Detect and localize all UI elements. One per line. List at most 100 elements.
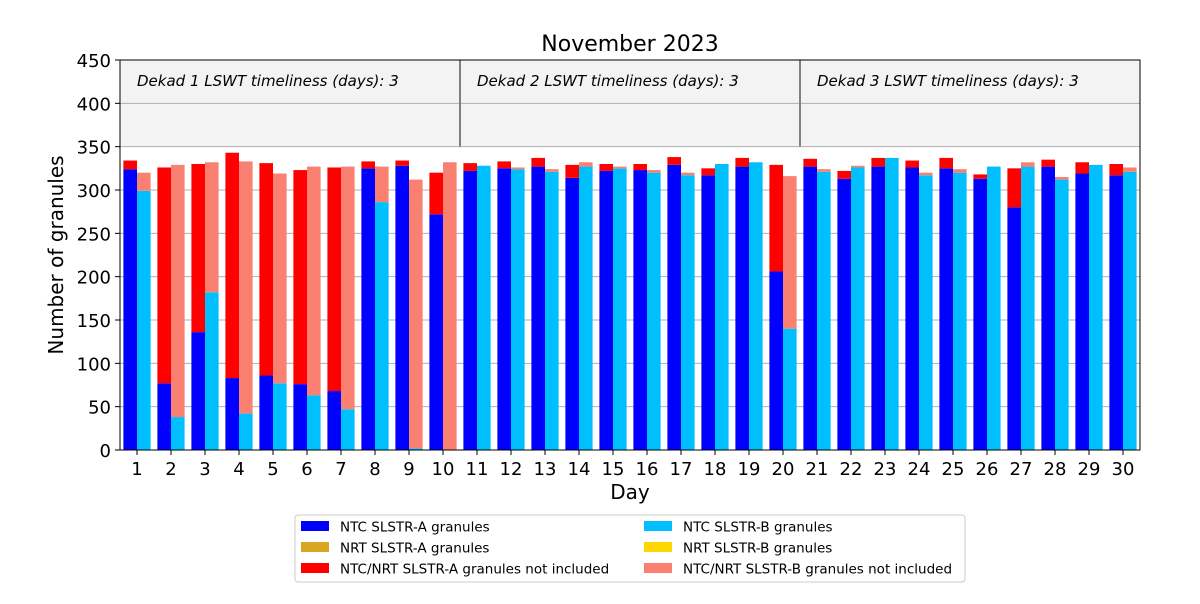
x-tick-label: 16 <box>636 459 659 480</box>
bar-excluded-slstr-a-day-30 <box>1109 164 1123 176</box>
legend-swatch <box>644 563 672 573</box>
bar-ntc-slstr-a-day-15 <box>599 170 613 450</box>
bar-ntc-slstr-a-day-14 <box>565 177 579 450</box>
bar-ntc-slstr-b-day-15 <box>613 168 627 451</box>
bar-excluded-slstr-a-day-3 <box>191 164 205 333</box>
dekad-labels: Dekad 1 LSWT timeliness (days): 3 Dekad 2… <box>137 72 1079 90</box>
x-axis-ticks: 1 2 3 4 5 6 7 8 9 10 11 12 13 14 15 16 17 18 19 20 21 22 23 24 2… <box>131 450 1134 480</box>
dekad-dividers <box>459 60 801 147</box>
legend-label: NRT SLSTR-A granules <box>340 541 489 557</box>
bar-ntc-slstr-a-day-5 <box>259 375 273 450</box>
bar-ntc-slstr-b-day-3 <box>205 292 219 450</box>
bar-excluded-slstr-b-day-8 <box>375 166 389 203</box>
bar-ntc-slstr-b-day-5 <box>273 383 287 450</box>
bar-excluded-slstr-b-day-5 <box>273 173 287 384</box>
bar-ntc-slstr-a-day-10 <box>429 214 443 450</box>
y-axis-label: Number of granules <box>44 155 68 354</box>
bar-ntc-slstr-a-day-22 <box>837 178 851 450</box>
x-tick-label: 2 <box>165 459 176 480</box>
bar-ntc-slstr-b-day-20 <box>783 328 797 450</box>
bar-ntc-slstr-a-day-25 <box>939 168 953 451</box>
x-tick-label: 15 <box>602 459 625 480</box>
bar-excluded-slstr-b-day-24 <box>919 172 933 176</box>
x-tick-label: 23 <box>874 459 897 480</box>
legend-swatch <box>301 563 329 573</box>
bar-excluded-slstr-b-day-28 <box>1055 177 1069 180</box>
x-tick-label: 10 <box>432 459 455 480</box>
bar-ntc-slstr-b-day-13 <box>545 171 559 451</box>
y-tick-label: 400 <box>77 94 111 115</box>
bar-ntc-slstr-a-day-7 <box>327 391 341 450</box>
bar-excluded-slstr-a-day-27 <box>1007 168 1021 208</box>
x-tick-label: 1 <box>131 459 142 480</box>
x-tick-label: 26 <box>976 459 999 480</box>
chart-title: November 2023 <box>541 32 718 57</box>
bar-excluded-slstr-b-day-2 <box>171 164 185 418</box>
bar-excluded-slstr-b-day-13 <box>545 169 559 172</box>
bar-ntc-slstr-a-day-8 <box>361 168 375 451</box>
bar-ntc-slstr-a-day-27 <box>1007 207 1021 450</box>
bar-ntc-slstr-a-day-30 <box>1109 175 1123 450</box>
bar-excluded-slstr-a-day-9 <box>395 160 409 166</box>
x-tick-label: 30 <box>1112 459 1135 480</box>
bar-excluded-slstr-b-day-7 <box>341 166 355 410</box>
dekad-label: Dekad 1 LSWT timeliness (days): 3 <box>137 72 399 90</box>
x-tick-label: 22 <box>840 459 863 480</box>
legend-label: NRT SLSTR-B granules <box>683 541 832 557</box>
bar-ntc-slstr-a-day-21 <box>803 166 817 450</box>
x-tick-label: 18 <box>704 459 727 480</box>
legend-label: NTC SLSTR-A granules <box>340 520 490 536</box>
bar-ntc-slstr-a-day-16 <box>633 170 647 451</box>
bar-ntc-slstr-b-day-18 <box>715 164 729 450</box>
bar-ntc-slstr-a-day-2 <box>157 383 171 450</box>
bar-excluded-slstr-a-day-24 <box>905 160 919 168</box>
bar-excluded-slstr-b-day-16 <box>647 170 661 173</box>
bar-ntc-slstr-b-day-30 <box>1123 171 1137 451</box>
y-tick-label: 200 <box>77 268 111 289</box>
x-tick-label: 6 <box>301 459 312 480</box>
x-tick-label: 21 <box>806 459 829 480</box>
x-tick-label: 4 <box>233 459 244 480</box>
bar-excluded-slstr-b-day-6 <box>307 166 321 396</box>
dekad-label: Dekad 2 LSWT timeliness (days): 3 <box>477 72 739 90</box>
bar-ntc-slstr-b-day-23 <box>885 157 899 450</box>
y-tick-label: 300 <box>77 181 111 202</box>
bar-ntc-slstr-b-day-21 <box>817 171 831 451</box>
bar-excluded-slstr-b-day-3 <box>205 162 219 293</box>
x-tick-label: 14 <box>568 459 591 480</box>
bar-excluded-slstr-b-day-20 <box>783 176 797 329</box>
y-tick-label: 450 <box>77 51 111 72</box>
x-tick-label: 12 <box>500 459 523 480</box>
bar-ntc-slstr-b-day-12 <box>511 169 525 450</box>
legend-label: NTC/NRT SLSTR-A granules not included <box>340 562 609 578</box>
bar-ntc-slstr-b-day-11 <box>477 165 491 450</box>
x-tick-label: 25 <box>942 459 965 480</box>
bar-excluded-slstr-a-day-28 <box>1041 159 1055 167</box>
y-tick-label: 250 <box>77 224 111 245</box>
x-tick-label: 19 <box>738 459 761 480</box>
x-tick-label: 3 <box>199 459 210 480</box>
bar-ntc-slstr-b-day-27 <box>1021 166 1035 450</box>
bar-excluded-slstr-b-day-4 <box>239 161 253 414</box>
bar-excluded-slstr-a-day-12 <box>497 161 511 169</box>
bar-ntc-slstr-a-day-9 <box>395 165 409 450</box>
x-tick-label: 24 <box>908 459 931 480</box>
x-tick-label: 27 <box>1010 459 1033 480</box>
bar-excluded-slstr-a-day-11 <box>463 163 477 171</box>
bar-ntc-slstr-b-day-29 <box>1089 164 1103 450</box>
bar-excluded-slstr-a-day-8 <box>361 161 375 169</box>
bar-ntc-slstr-b-day-1 <box>137 190 151 450</box>
y-axis-ticks: 0 50 100 150 200 250 300 350 400 450 <box>77 51 120 462</box>
bar-ntc-slstr-a-day-26 <box>973 178 987 450</box>
legend-swatch <box>301 521 329 531</box>
bar-excluded-slstr-a-day-6 <box>293 170 307 385</box>
bar-excluded-slstr-b-day-15 <box>613 166 627 169</box>
bar-ntc-slstr-b-day-19 <box>749 162 763 450</box>
bar-excluded-slstr-b-day-22 <box>851 165 865 168</box>
bar-ntc-slstr-a-day-12 <box>497 168 511 451</box>
bar-excluded-slstr-b-day-25 <box>953 169 967 173</box>
bar-excluded-slstr-b-day-17 <box>681 172 695 176</box>
bar-excluded-slstr-a-day-15 <box>599 164 613 171</box>
bar-ntc-slstr-b-day-26 <box>987 166 1001 450</box>
legend: NTC SLSTR-A granules NRT SLSTR-A granules… <box>294 514 966 583</box>
